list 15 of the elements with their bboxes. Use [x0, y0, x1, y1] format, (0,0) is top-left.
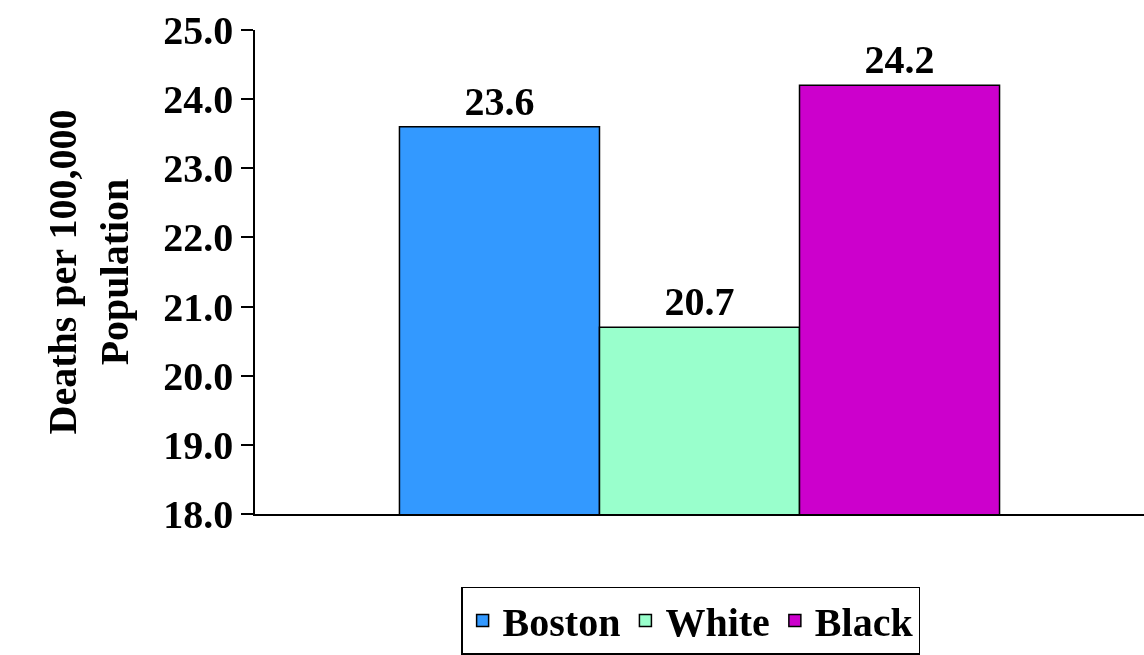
legend-label: White — [665, 600, 770, 646]
legend-label: Black — [814, 600, 914, 646]
y-tick-label: 22.0 — [163, 215, 234, 261]
data-label: 24.2 — [864, 37, 935, 83]
data-label: 23.6 — [464, 78, 535, 124]
legend-label: Boston — [502, 600, 621, 646]
y-tick-label: 20.0 — [163, 353, 234, 399]
y-axis-title: Deaths per 100,000 Population — [40, 109, 138, 435]
y-tick-label: 19.0 — [163, 422, 234, 468]
y-tick-label: 21.0 — [163, 284, 234, 330]
y-tick-label: 24.0 — [163, 77, 234, 123]
y-tick-label: 25.0 — [163, 8, 234, 53]
y-tick-label: 18.0 — [163, 492, 234, 537]
y-tick-label: 23.0 — [163, 146, 234, 192]
data-label: 20.7 — [664, 279, 735, 325]
